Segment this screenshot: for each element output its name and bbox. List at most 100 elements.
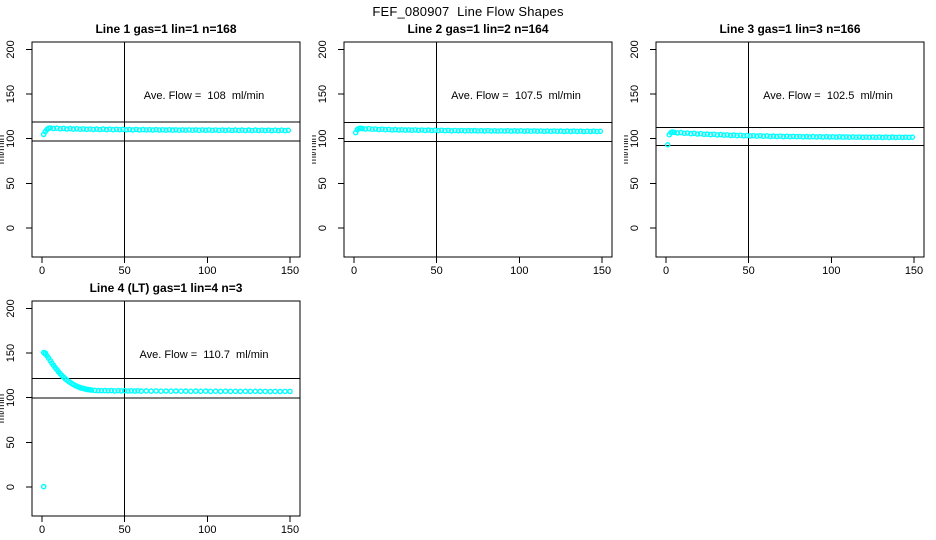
- y-axis-label: ml/min: [0, 394, 7, 423]
- data-point: [800, 134, 806, 140]
- data-point: [528, 128, 534, 134]
- data-point: [425, 127, 432, 133]
- data-point: [178, 388, 184, 394]
- data-point: [232, 388, 239, 395]
- data-point: [77, 126, 83, 132]
- data-point: [107, 126, 113, 132]
- data-point: [574, 128, 581, 135]
- data-point: [202, 127, 209, 134]
- data-point: [760, 133, 767, 139]
- data-point: [597, 128, 604, 135]
- data-point: [366, 125, 372, 132]
- data-point: [131, 388, 138, 394]
- data-point: [392, 126, 399, 133]
- ave-flow-annotation: Ave. Flow = 107.5 ml/min: [451, 90, 581, 102]
- data-point: [255, 127, 262, 134]
- data-point: [886, 134, 893, 141]
- data-point: [399, 127, 405, 133]
- data-point: [60, 125, 67, 132]
- data-point: [770, 133, 777, 139]
- data-point: [889, 134, 896, 140]
- plot-frame: [343, 41, 613, 258]
- x-tick-label: 150: [281, 265, 299, 277]
- data-point: [419, 127, 425, 133]
- data-point: [478, 127, 485, 134]
- data-point: [902, 134, 909, 140]
- data-point: [105, 388, 111, 394]
- data-point: [571, 128, 577, 134]
- data-point: [169, 127, 176, 133]
- data-point: [108, 387, 115, 394]
- data-point: [242, 127, 249, 134]
- data-point: [561, 128, 567, 135]
- data-point: [909, 134, 916, 140]
- data-point: [518, 128, 524, 134]
- data-point: [168, 388, 174, 394]
- data-point: [217, 388, 224, 395]
- data-point: [547, 128, 554, 135]
- data-point: [40, 483, 47, 490]
- data-point: [196, 127, 202, 134]
- data-point: [541, 128, 547, 135]
- data-point: [461, 128, 468, 134]
- data-point: [727, 132, 734, 139]
- data-point: [173, 127, 179, 133]
- data-point: [278, 127, 285, 133]
- y-tick-label: 0: [629, 225, 641, 231]
- data-point: [389, 127, 395, 133]
- x-tick-label: 50: [431, 265, 443, 277]
- panel-line-1: Line 1 gas=1 lin=1 n=168 0 50 100 150 0 50 100 1…: [0, 20, 312, 281]
- data-point: [237, 388, 244, 395]
- data-point: [764, 133, 770, 139]
- data-point: [54, 125, 60, 131]
- data-point: [704, 131, 711, 137]
- data-point: [103, 126, 110, 133]
- y-tick-label: 150: [5, 85, 17, 103]
- data-point: [717, 131, 724, 138]
- data-point: [783, 133, 790, 140]
- data-point: [379, 126, 385, 132]
- data-point: [892, 134, 899, 141]
- data-point: [359, 125, 366, 132]
- data-point: [557, 128, 564, 134]
- data-point: [128, 388, 135, 394]
- data-point: [714, 132, 721, 138]
- data-point: [590, 128, 597, 134]
- data-point: [859, 134, 866, 141]
- panel-line-4: Line 4 (LT) gas=1 lin=4 n=3 0 50 100 150 0 50 1…: [0, 279, 312, 540]
- x-tick-label: 50: [743, 265, 755, 277]
- data-point: [252, 127, 259, 133]
- data-point: [88, 387, 95, 393]
- x-tick-label: 0: [351, 265, 357, 277]
- y-tick-label: 100: [629, 130, 641, 148]
- data-point: [275, 127, 282, 134]
- data-point: [428, 127, 435, 134]
- data-point: [100, 126, 106, 132]
- data-point: [90, 126, 97, 133]
- x-tick-label: 100: [198, 265, 216, 277]
- data-point: [494, 128, 501, 134]
- data-point: [471, 127, 478, 134]
- data-point: [382, 126, 389, 133]
- data-point: [896, 134, 902, 140]
- data-point: [567, 128, 574, 135]
- data-point: [192, 127, 199, 133]
- data-point: [126, 126, 133, 133]
- data-point: [780, 133, 787, 140]
- x-tick-label: 50: [119, 265, 131, 277]
- data-point: [166, 127, 173, 133]
- data-point: [724, 132, 730, 138]
- data-point: [245, 127, 252, 133]
- data-point: [202, 388, 209, 394]
- data-point: [488, 128, 494, 134]
- data-point: [402, 127, 409, 133]
- data-point: [873, 134, 879, 141]
- data-point: [445, 127, 451, 134]
- data-point: [148, 388, 154, 394]
- x-tick-label: 150: [593, 265, 611, 277]
- data-point: [121, 387, 128, 394]
- data-point: [534, 128, 541, 134]
- data-point: [67, 125, 73, 132]
- data-point: [158, 388, 164, 394]
- data-point: [803, 133, 810, 140]
